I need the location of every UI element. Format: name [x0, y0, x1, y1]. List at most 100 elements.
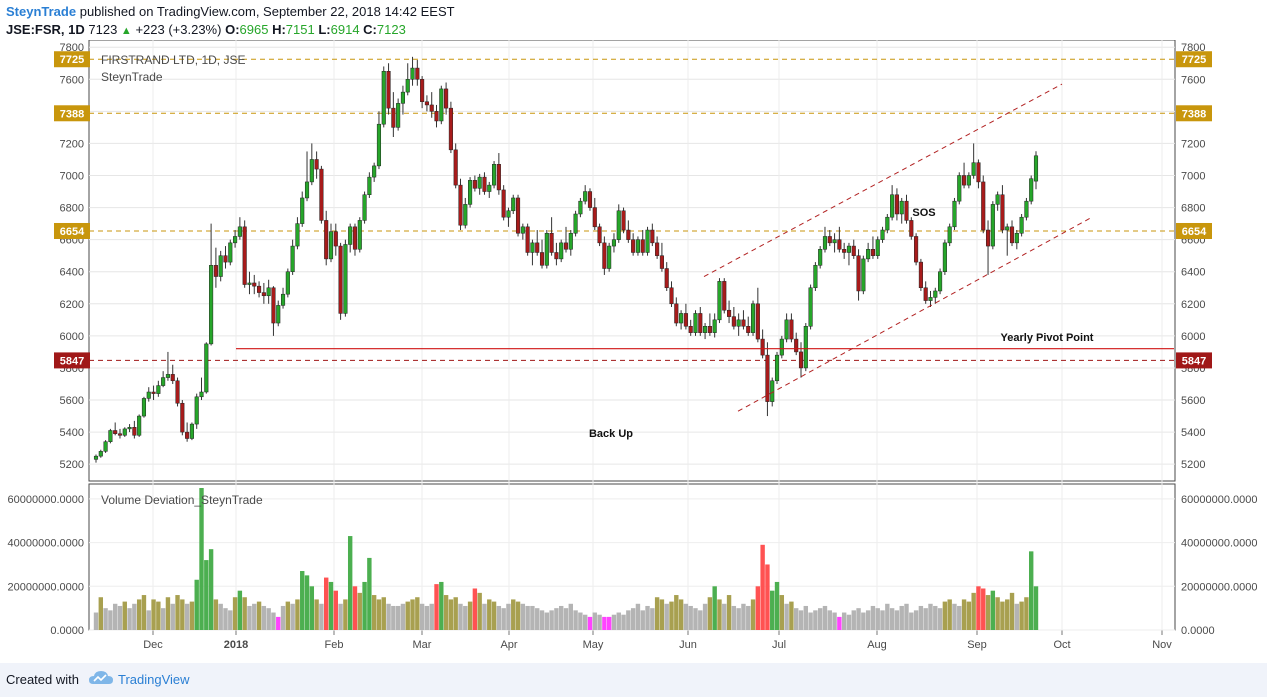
tradingview-link[interactable]: TradingView — [118, 672, 190, 687]
candle-body — [224, 256, 228, 262]
candle-body — [454, 150, 458, 185]
volume-bar — [871, 606, 875, 630]
candle-body — [943, 243, 947, 272]
created-with-text: Created with — [6, 672, 79, 687]
volume-bar — [458, 604, 462, 630]
candle-body — [459, 185, 463, 225]
volume-bar — [468, 602, 472, 630]
candle-body — [363, 195, 367, 221]
price-tick-label-left: 6800 — [60, 203, 84, 215]
candle-body — [876, 240, 880, 256]
volume-bar — [161, 608, 165, 630]
volume-bar — [751, 599, 755, 630]
candle-body — [483, 177, 487, 191]
volume-bar — [866, 610, 870, 630]
volume-bar — [962, 599, 966, 630]
candle-body — [862, 259, 866, 291]
level-tag-right-text: 7725 — [1182, 54, 1206, 66]
candle-body — [214, 265, 218, 276]
candle-body — [857, 256, 861, 291]
volume-bar — [147, 610, 151, 630]
candle-body — [646, 230, 650, 252]
volume-bar — [621, 615, 625, 630]
time-tick-label: May — [583, 639, 604, 651]
last-price: 7123 — [88, 22, 117, 37]
volume-bar — [386, 604, 390, 630]
candle-body — [305, 182, 309, 198]
volume-bar — [247, 606, 251, 630]
candle-body — [895, 195, 899, 214]
candle-body — [708, 326, 712, 332]
volume-bar — [794, 608, 798, 630]
candle-body — [113, 430, 117, 433]
candle-body — [300, 198, 304, 224]
volume-bar — [593, 613, 597, 630]
candle-body — [444, 89, 448, 108]
volume-bar — [804, 606, 808, 630]
volume-bar — [492, 602, 496, 630]
candle-body — [257, 286, 261, 292]
candle-body — [785, 320, 789, 339]
candle-body — [425, 102, 429, 105]
volume-bar — [266, 608, 270, 630]
volume-bar — [123, 602, 127, 630]
volume-bar — [784, 604, 788, 630]
volume-bar — [847, 615, 851, 630]
volume-bar — [852, 610, 856, 630]
volume-bar — [463, 606, 467, 630]
candle-body — [1010, 227, 1014, 243]
volume-bar — [583, 615, 587, 630]
volume-bar — [1015, 604, 1019, 630]
volume-bar — [971, 593, 975, 630]
volume-bar — [756, 586, 760, 630]
volume-bar — [391, 606, 395, 630]
candle-body — [751, 304, 755, 333]
volume-bar — [554, 608, 558, 630]
candle-body — [823, 236, 827, 249]
volume-tick-label-left: 20000000.0000 — [8, 581, 84, 593]
volume-bar — [290, 604, 294, 630]
volume-bar — [856, 608, 860, 630]
candle-body — [852, 246, 856, 256]
volume-bar — [175, 595, 179, 630]
candle-body — [195, 397, 199, 424]
candle-body — [910, 220, 914, 236]
candle-body — [416, 68, 420, 79]
chart-header: SteynTrade published on TradingView.com,… — [0, 0, 1267, 40]
candle-body — [900, 201, 904, 214]
candle-body — [497, 164, 501, 190]
volume-bar — [708, 597, 712, 630]
candle-body — [655, 243, 659, 256]
candle-body — [698, 313, 702, 332]
volume-bar — [453, 597, 457, 630]
volume-bar — [617, 613, 621, 630]
up-arrow-icon: ▲ — [121, 25, 132, 37]
volume-bar — [780, 595, 784, 630]
candle-body — [243, 227, 247, 285]
volume-bar — [770, 591, 774, 630]
volume-bar — [257, 602, 261, 630]
published-text: published on TradingView.com, September … — [80, 4, 455, 19]
time-tick-label: Nov — [1152, 639, 1172, 651]
volume-bar — [482, 604, 486, 630]
candle-body — [742, 320, 746, 326]
volume-bar — [324, 578, 328, 630]
candle-body — [478, 177, 482, 188]
author-link[interactable]: SteynTrade — [6, 4, 76, 19]
volume-bar — [329, 582, 333, 630]
chart-area[interactable]: 5200 5200 5400 5400 5600 5600 5800 5800 6000 6000… — [0, 40, 1267, 663]
candle-body — [756, 304, 760, 339]
candle-body — [286, 272, 290, 294]
price-tick-label-right: 6800 — [1181, 203, 1205, 215]
candle-body — [535, 243, 539, 253]
candle-body — [468, 180, 472, 204]
volume-bar — [957, 606, 961, 630]
volume-bar — [439, 582, 443, 630]
volume-tick-label-left: 60000000.0000 — [8, 494, 84, 506]
volume-bar — [698, 610, 702, 630]
volume-bar — [156, 602, 160, 630]
candle-body — [315, 159, 319, 169]
candle-body — [703, 326, 707, 332]
candle-body — [866, 249, 870, 259]
